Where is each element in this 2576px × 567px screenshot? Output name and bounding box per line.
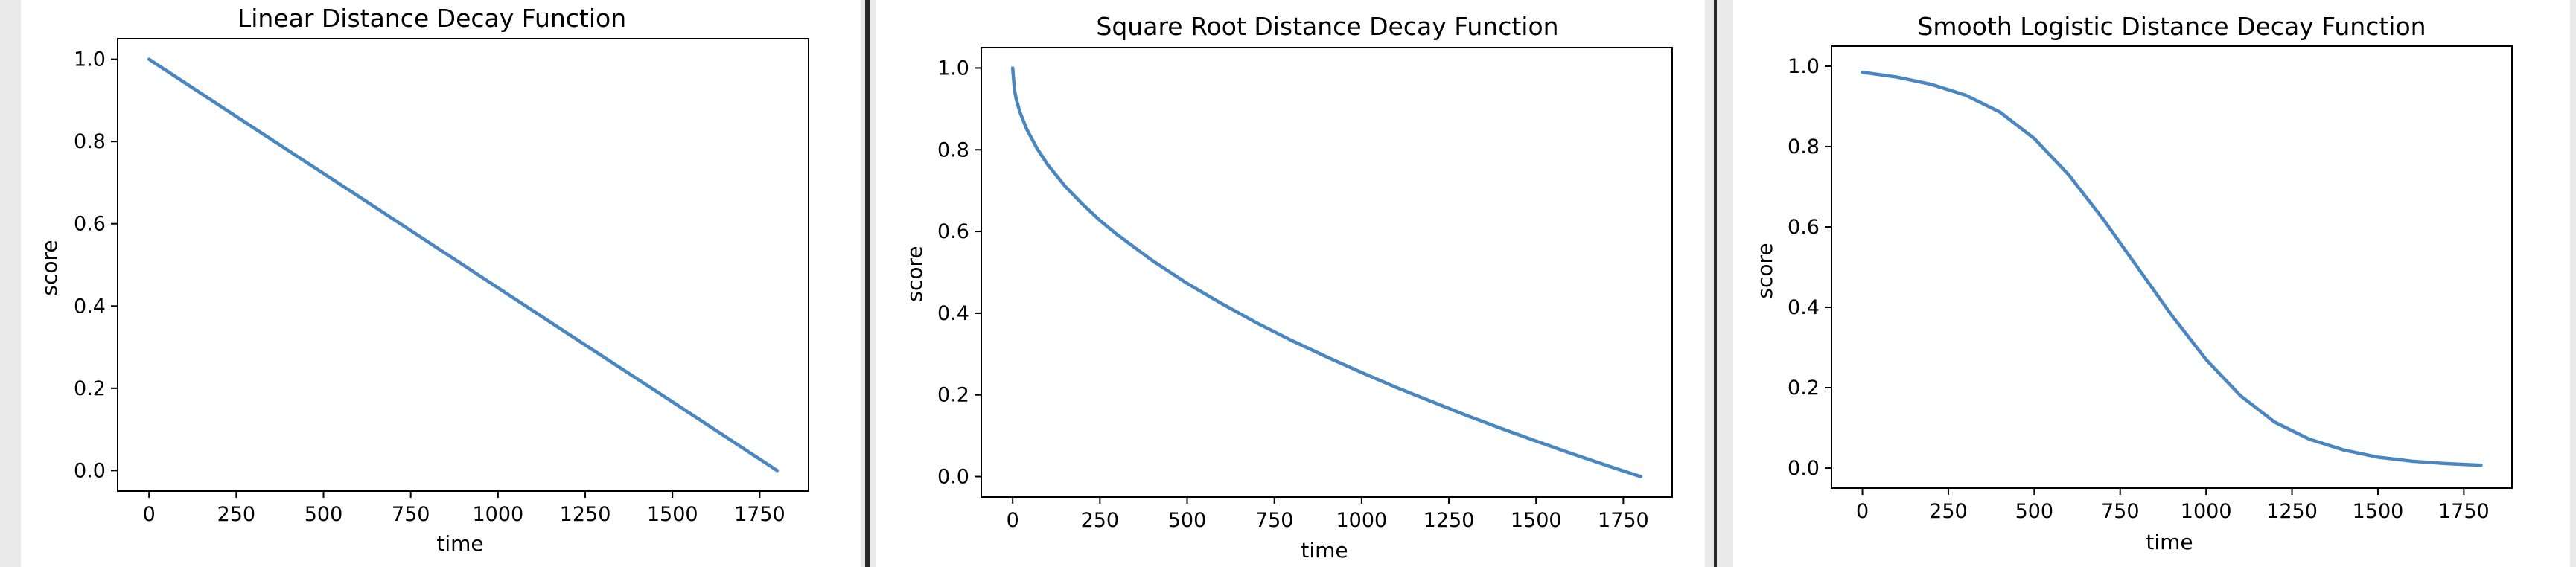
x-tick-label: 250 <box>1081 509 1120 532</box>
x-tick-label: 1250 <box>560 503 611 526</box>
x-tick-label: 1500 <box>2353 500 2404 523</box>
x-tick-label: 1250 <box>1424 509 1475 532</box>
y-tick-label: 0.4 <box>1788 296 1820 319</box>
series-line <box>147 57 780 472</box>
y-tick-label: 0.4 <box>937 302 969 325</box>
chart-title: Square Root Distance Decay Function <box>1096 12 1558 41</box>
chart-title: Smooth Logistic Distance Decay Function <box>1917 12 2426 41</box>
panel-3-background <box>1733 0 2570 567</box>
chart-smooth-logistic-decay: Smooth Logistic Distance Decay Function … <box>1753 12 2513 554</box>
series-line <box>1861 70 2483 467</box>
x-tick-label: 750 <box>1255 509 1294 532</box>
x-tick-label: 0 <box>143 503 156 526</box>
y-tick-label: 0.8 <box>74 130 106 153</box>
y-tick-label: 0.6 <box>937 220 969 243</box>
plot-area-frame <box>1831 45 2513 489</box>
chart-linear-decay: Linear Distance Decay Function time scor… <box>37 4 809 556</box>
y-tick-label: 1.0 <box>74 48 106 71</box>
x-axis-label: time <box>436 531 483 556</box>
plot-area-frame <box>117 38 809 492</box>
plot-area-frame <box>981 47 1673 498</box>
x-tick-label: 750 <box>2101 500 2140 523</box>
x-tick-label: 1250 <box>2266 500 2318 523</box>
x-axis-label: time <box>2146 530 2193 554</box>
y-tick-label: 0.6 <box>1788 216 1820 239</box>
panel-1-background <box>21 0 861 567</box>
x-tick-label: 1000 <box>1336 509 1388 532</box>
x-axis-label: time <box>1301 538 1348 563</box>
y-tick-label: 0.8 <box>1788 135 1820 158</box>
x-tick-label: 1500 <box>647 503 698 526</box>
x-tick-label: 500 <box>1168 509 1207 532</box>
x-tick-label: 750 <box>392 503 430 526</box>
series-line <box>1010 66 1643 478</box>
x-tick-label: 1000 <box>2181 500 2232 523</box>
y-tick-label: 0.6 <box>74 213 106 236</box>
x-tick-label: 1750 <box>734 503 785 526</box>
y-axis-label: score <box>902 246 927 301</box>
y-axis-label: score <box>1753 243 1777 298</box>
x-tick-label: 1750 <box>2438 500 2490 523</box>
y-tick-label: 0.4 <box>74 295 106 318</box>
x-tick-label: 250 <box>1929 500 1968 523</box>
y-tick-label: 0.8 <box>937 138 969 161</box>
y-tick-label: 0.2 <box>1788 377 1820 400</box>
panel-2-background <box>876 0 1705 567</box>
x-tick-label: 1750 <box>1598 509 1649 532</box>
y-tick-label: 0.2 <box>74 377 106 400</box>
x-tick-label: 250 <box>217 503 256 526</box>
chart-square-root-decay: Square Root Distance Decay Function time… <box>902 12 1673 563</box>
y-tick-label: 0.0 <box>74 459 106 482</box>
y-tick-label: 1.0 <box>1788 55 1820 78</box>
y-tick-label: 1.0 <box>937 57 969 80</box>
x-tick-label: 0 <box>1856 500 1869 523</box>
y-tick-label: 0.0 <box>937 466 969 489</box>
x-tick-label: 0 <box>1007 509 1019 532</box>
y-axis-label: score <box>37 240 62 295</box>
x-tick-label: 1000 <box>473 503 524 526</box>
x-tick-label: 500 <box>305 503 343 526</box>
x-tick-label: 1500 <box>1511 509 1562 532</box>
y-tick-label: 0.2 <box>937 384 969 407</box>
x-tick-label: 500 <box>2015 500 2054 523</box>
chart-title: Linear Distance Decay Function <box>237 4 626 33</box>
y-tick-label: 0.0 <box>1788 457 1820 480</box>
